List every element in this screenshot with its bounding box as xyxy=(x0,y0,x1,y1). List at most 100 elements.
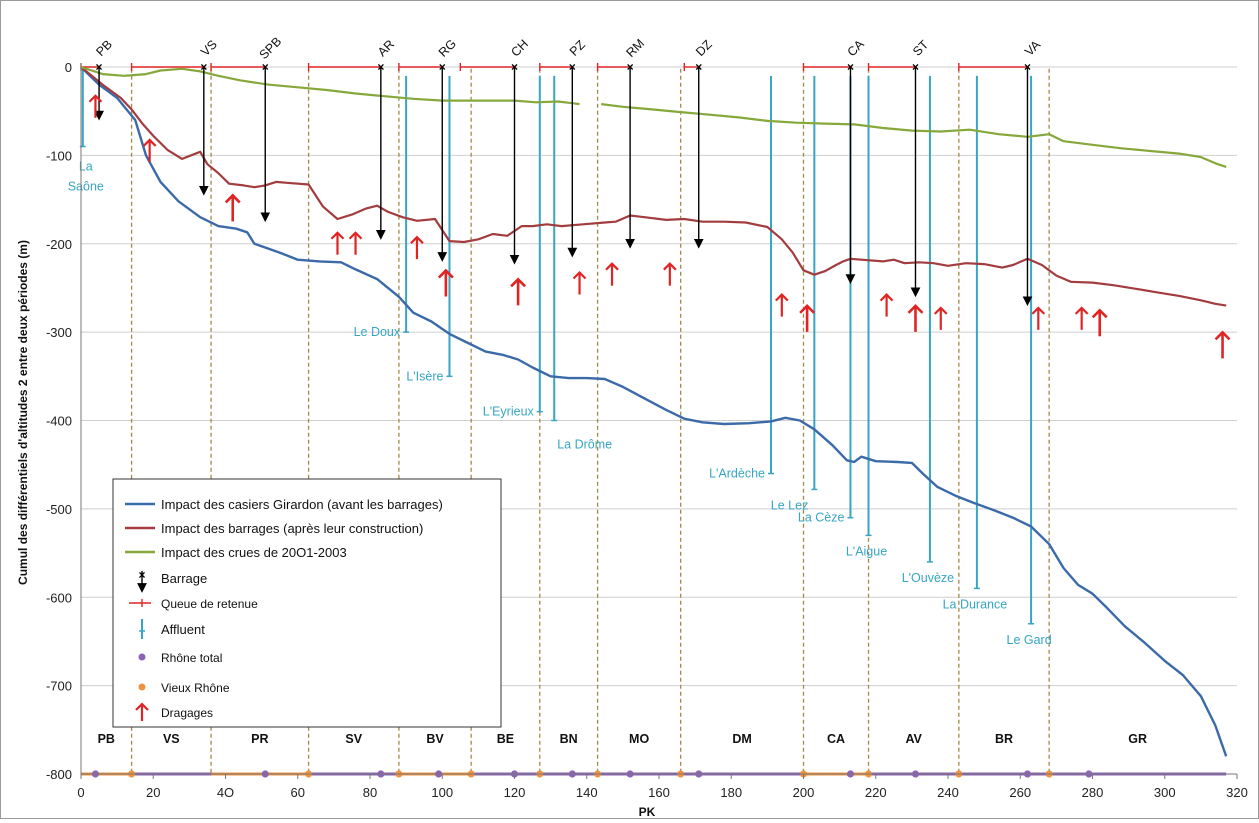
x-tick-label: 300 xyxy=(1154,785,1176,800)
x-tick-label: 80 xyxy=(363,785,377,800)
y-tick-label: -300 xyxy=(46,325,72,340)
dragage-arrow-head xyxy=(437,268,454,279)
barrage-marker-x: × xyxy=(569,60,576,74)
x-axis-title: PK xyxy=(639,805,656,818)
dragage-arrow-head xyxy=(1074,306,1089,315)
barrage-marker-x: × xyxy=(847,60,854,74)
dragage-layer xyxy=(88,94,1231,359)
sector-label: PR xyxy=(251,732,268,746)
dragage-arrow-head xyxy=(224,193,241,204)
dragage-arrow-head xyxy=(88,94,103,103)
sector-label: GR xyxy=(1128,732,1147,746)
affluent-label: Le Lez xyxy=(771,498,809,512)
dragage-arrow-head xyxy=(1214,330,1231,341)
legend-label: Rhône total xyxy=(161,651,222,665)
affluent-label: Le Gard xyxy=(1007,633,1052,647)
x-tick-label: 160 xyxy=(648,785,670,800)
x-tick-label: 320 xyxy=(1226,785,1248,800)
y-tick-label: -200 xyxy=(46,237,72,252)
barrage-marker-x: × xyxy=(695,60,702,74)
barrage-marker-x: × xyxy=(912,60,919,74)
legend-label: Barrage xyxy=(161,571,207,586)
axis-layer: 0 -100 -200 -300 -400 -500 -600 -700 -800 0 20 4O 60… xyxy=(16,60,1248,819)
series-layer xyxy=(80,65,1228,757)
sector-label: PB xyxy=(98,732,115,746)
dragage-arrow-head xyxy=(799,304,816,314)
affluent-label: Saône xyxy=(68,180,104,194)
y-tick-label: -600 xyxy=(46,590,72,605)
x-tick-label: 260 xyxy=(1009,785,1031,800)
y-tick-label: -400 xyxy=(46,414,72,429)
y-tick-label: -800 xyxy=(46,767,72,782)
y-tick-label: -700 xyxy=(46,679,72,694)
barrage-label: RG xyxy=(436,37,459,60)
affluent-label: L'Ouvèze xyxy=(902,571,954,585)
barrage-label: PB xyxy=(93,37,115,59)
barrage-marker-x: × xyxy=(96,60,103,74)
x-tick-label: 0 xyxy=(77,785,84,800)
x-tick-label: 120 xyxy=(504,785,526,800)
x-tick-label: 60 xyxy=(291,785,305,800)
dragage-arrow-head xyxy=(1031,306,1046,315)
y-tick-label: -500 xyxy=(46,502,72,517)
sector-label: MO xyxy=(629,732,649,746)
y-axis-title: Cumul des différentiels d'altitudes 2 en… xyxy=(16,240,30,585)
affluent-label: La Drôme xyxy=(557,438,612,452)
dragage-arrow-head xyxy=(933,306,948,315)
dragage-arrow-head xyxy=(605,262,619,271)
barrage-label: AR xyxy=(375,37,397,59)
barrage-label: DZ xyxy=(693,37,715,59)
legend-swatch-dot xyxy=(138,653,146,661)
sector-label: BN xyxy=(560,732,578,746)
dragage-arrow-head xyxy=(663,262,677,271)
barrage-marker-x: × xyxy=(377,60,384,74)
barrage-label: RM xyxy=(623,36,647,60)
barrage-label: PZ xyxy=(567,37,588,58)
dragage-arrow-head xyxy=(1091,308,1108,319)
affluent-label: L'Eyrieux xyxy=(483,405,535,419)
barrage-marker-x: × xyxy=(262,60,269,74)
x-tick-label: 220 xyxy=(865,785,887,800)
legend-box xyxy=(112,478,502,728)
barrage-label: ST xyxy=(910,37,931,58)
sector-label: CA xyxy=(827,732,845,746)
sector-label: BE xyxy=(497,732,514,746)
sector-strip-layer: PB VS PR SV BV BE BN MO DM CA AV BR GR xyxy=(81,732,1227,778)
legend-label: Queue de retenue xyxy=(161,597,258,611)
barrage-label: VA xyxy=(1022,37,1044,59)
series-line-girardon xyxy=(80,66,1228,757)
affluent-label: L'Aigue xyxy=(846,544,887,558)
x-tick-label: 20 xyxy=(146,785,160,800)
affluent-label: La Cèze xyxy=(798,511,845,525)
legend-label: Impact des crues de 20O1-2003 xyxy=(161,545,347,560)
barrage-label: CH xyxy=(508,37,531,60)
legend-label: Vieux Rhône xyxy=(161,681,230,695)
x-tick-label: 200 xyxy=(793,785,815,800)
sector-label: DM xyxy=(732,732,751,746)
y-tick-label: 0 xyxy=(65,60,72,75)
legend-label: Dragages xyxy=(161,706,213,720)
legend: Impact des casiers Girardon (avant les b… xyxy=(112,478,502,728)
barrage-marker-x: × xyxy=(511,60,518,74)
x-tick-label: 4O xyxy=(217,785,234,800)
affluent-label: Le Doux xyxy=(354,325,401,339)
x-tick-label: 280 xyxy=(1082,785,1104,800)
affluent-label: L'Isère xyxy=(406,369,443,383)
x-tick-label: 240 xyxy=(937,785,959,800)
barrage-marker-x: × xyxy=(439,60,446,74)
retenue-layer xyxy=(80,63,1028,71)
barrage-marker-x: × xyxy=(627,60,634,74)
barrage-label: VS xyxy=(198,37,220,59)
x-tick-label: 180 xyxy=(720,785,742,800)
dragage-arrow-head xyxy=(330,231,345,240)
affluent-label: La xyxy=(79,160,93,174)
sector-label: BR xyxy=(995,732,1013,746)
barrage-label: CA xyxy=(845,37,868,60)
dragage-arrow-head xyxy=(510,277,527,288)
x-tick-label: 100 xyxy=(431,785,453,800)
y-tick-label: -100 xyxy=(46,148,72,163)
barrage-marker-x: × xyxy=(1024,60,1031,74)
legend-swatch-dot xyxy=(138,683,146,691)
